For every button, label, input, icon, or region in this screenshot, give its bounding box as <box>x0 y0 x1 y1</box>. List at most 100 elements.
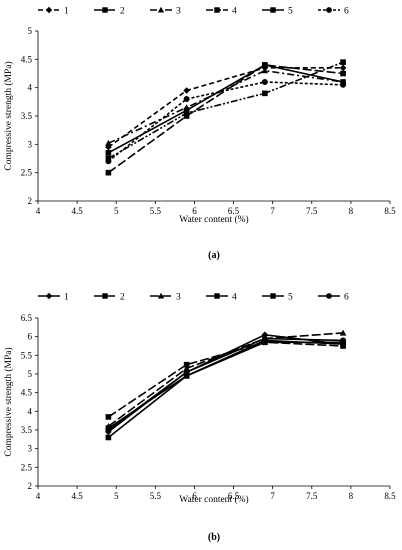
legend-marker <box>102 293 108 299</box>
x-tick-label: 8.5 <box>384 491 396 501</box>
legend-marker <box>45 6 53 14</box>
series-6 <box>105 79 347 165</box>
x-tick-label: 5 <box>114 491 119 501</box>
series-5 <box>105 62 346 156</box>
data-point <box>261 331 269 339</box>
x-tick-label: 7.5 <box>306 206 318 216</box>
series-line <box>107 81 344 162</box>
y-tick-label: 4.5 <box>21 388 33 398</box>
x-tick-label: 5 <box>114 206 119 216</box>
legend-entry: 2 <box>94 7 125 17</box>
series-line <box>108 69 344 144</box>
data-point <box>183 110 190 116</box>
series-line <box>107 61 344 160</box>
data-point <box>183 361 190 368</box>
x-tick-label: 6 <box>192 491 197 501</box>
y-tick-label: 2 <box>28 196 33 206</box>
y-tick-label: 4 <box>28 83 33 93</box>
legend-entry: 4 <box>206 293 237 303</box>
legend: 1 2 3 4 5 6 <box>38 7 349 17</box>
legend-marker <box>326 293 332 299</box>
x-tick-label: 4.5 <box>71 491 83 501</box>
data-point <box>339 64 347 72</box>
legend-marker <box>270 7 276 13</box>
legend-entry: 1 <box>38 293 69 303</box>
legend-entry: 3 <box>150 7 181 17</box>
legend-marker <box>45 292 53 300</box>
legend-marker <box>157 6 165 13</box>
series-line <box>107 339 344 439</box>
legend-label: 5 <box>288 7 293 17</box>
legend-marker <box>102 7 108 13</box>
x-tick-label: 4.5 <box>71 206 83 216</box>
y-tick-label: 6 <box>28 332 33 342</box>
y-tick-label: 4.5 <box>21 54 33 64</box>
legend-label: 1 <box>64 7 69 17</box>
data-point <box>105 158 112 165</box>
data-point <box>261 335 268 342</box>
data-point <box>183 369 190 376</box>
legend-entry: 4 <box>206 7 237 17</box>
y-tick-label: 3.5 <box>21 111 33 121</box>
legend-label: 2 <box>120 7 125 17</box>
legend-entry: 3 <box>150 293 181 303</box>
data-point <box>340 337 347 344</box>
data-point <box>183 87 190 94</box>
data-point <box>340 70 346 77</box>
legend-entry: 5 <box>262 7 293 17</box>
x-tick-label: 8 <box>349 206 354 216</box>
data-point <box>340 59 346 65</box>
data-point <box>105 143 112 151</box>
y-tick-label: 5 <box>28 26 33 36</box>
legend-marker <box>214 7 220 13</box>
y-tick-label: 2.5 <box>21 462 33 472</box>
chart-panel-2: 4 4.5 5 5.5 6 6.5 7 7.5 8 8.5 2 2.5 3 3.5 4 4.5 5 5.5 6 6.5… <box>3 293 396 544</box>
y-tick-label: 3 <box>28 444 33 454</box>
x-tick-label: 8.5 <box>384 206 396 216</box>
y-tick-label: 3 <box>28 139 33 149</box>
x-tick-label: 5.5 <box>150 491 162 501</box>
legend-label: 6 <box>344 7 349 17</box>
legend-label: 5 <box>288 293 293 303</box>
y-tick-label: 2 <box>28 481 33 491</box>
y-tick-label: 5 <box>28 369 33 379</box>
legend: 1 2 3 4 5 6 <box>38 293 349 303</box>
series-6 <box>105 335 347 433</box>
data-point <box>340 81 347 88</box>
series-line <box>107 332 344 427</box>
legend-entry: 5 <box>262 293 293 303</box>
data-point <box>183 373 190 379</box>
data-point <box>105 434 112 441</box>
data-point <box>105 150 112 156</box>
data-point <box>339 329 347 336</box>
data-point <box>183 96 190 102</box>
series-line <box>108 64 344 154</box>
y-axis-label: Compressive strength (MPa) <box>3 61 14 170</box>
x-tick-label: 4 <box>36 206 41 216</box>
data-point <box>262 62 268 68</box>
legend-label: 4 <box>232 7 237 17</box>
data-point <box>105 414 112 420</box>
data-point <box>340 341 346 347</box>
chart-caption: (b) <box>208 532 220 543</box>
chart-panel-1: 4 4.5 5 5.5 6 6.5 7 7.5 8 8.5 2 2.5 3 3.5 4 4.5 5 Water c… <box>3 7 396 262</box>
legend-marker <box>214 293 220 299</box>
series-line <box>107 64 344 174</box>
data-point <box>261 79 268 85</box>
data-point <box>183 365 190 372</box>
y-tick-label: 5.5 <box>21 350 33 360</box>
series-line <box>107 333 344 433</box>
y-tick-label: 2.5 <box>21 168 33 178</box>
series-line <box>107 337 344 431</box>
legend-label: 3 <box>176 293 181 303</box>
series-1 <box>105 64 347 151</box>
x-tick-label: 7.5 <box>306 491 318 501</box>
legend-marker <box>326 7 332 13</box>
legend-label: 3 <box>176 7 181 17</box>
legend-entry: 6 <box>318 293 349 303</box>
y-tick-label: 6.5 <box>21 313 33 323</box>
x-axis-label: Water content (%) <box>179 494 248 505</box>
legend-marker <box>270 293 276 299</box>
x-tick-label: 8 <box>349 491 354 501</box>
